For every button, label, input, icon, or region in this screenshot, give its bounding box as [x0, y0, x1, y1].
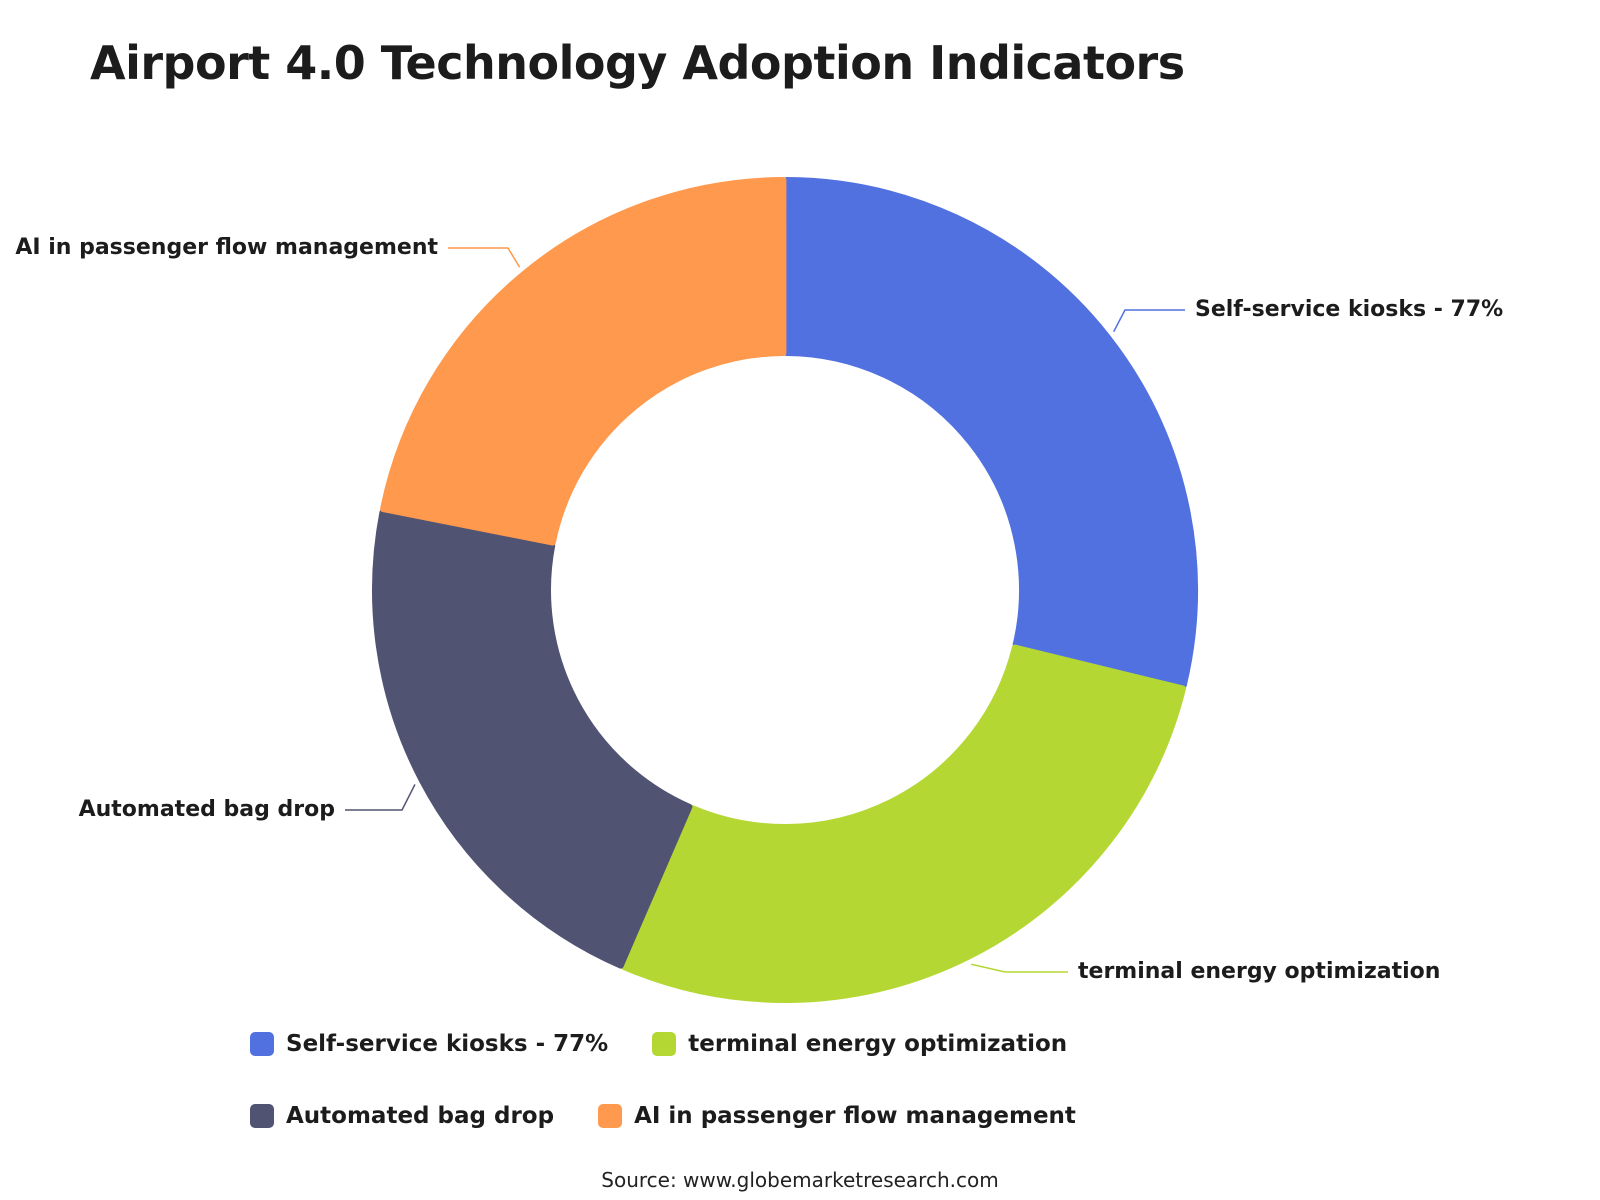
leader-line-2 [971, 963, 1068, 973]
legend-item-1[interactable]: Self-service kiosks - 77% [250, 1030, 608, 1058]
slice-label-2: terminal energy optimization [1078, 959, 1440, 984]
legend-swatch [250, 1032, 274, 1056]
donut-slice-3[interactable] [372, 509, 693, 969]
legend-swatch [652, 1032, 677, 1056]
donut-slice-1[interactable] [783, 177, 1198, 689]
legend-label: AI in passenger flow management [634, 1103, 1076, 1129]
slice-label-3: Automated bag drop [79, 797, 335, 822]
donut-slice-2[interactable] [620, 644, 1186, 1003]
legend-label: terminal energy optimization [688, 1031, 1068, 1057]
chart-legend: Self-service kiosks - 77% terminal energy… [250, 1030, 1400, 1130]
leader-line-3 [345, 784, 416, 811]
legend-item-2[interactable]: terminal energy optimization [652, 1030, 1067, 1058]
legend-swatch [598, 1104, 623, 1128]
legend-label: Automated bag drop [286, 1103, 555, 1129]
leader-line-1 [1113, 309, 1185, 333]
donut-slice-4[interactable] [380, 177, 787, 546]
legend-label: Self-service kiosks - 77% [286, 1031, 609, 1057]
legend-swatch [250, 1104, 274, 1128]
slice-label-1: Self-service kiosks - 77% [1195, 297, 1503, 322]
slice-label-4: AI in passenger flow management [15, 235, 438, 260]
leader-line-4 [448, 247, 521, 268]
source-note: Source: www.globemarketresearch.com [601, 1168, 999, 1192]
legend-item-4[interactable]: AI in passenger flow management [598, 1102, 1076, 1130]
chart-title: Airport 4.0 Technology Adoption Indicato… [90, 36, 1185, 90]
legend-item-3[interactable]: Automated bag drop [250, 1102, 554, 1130]
